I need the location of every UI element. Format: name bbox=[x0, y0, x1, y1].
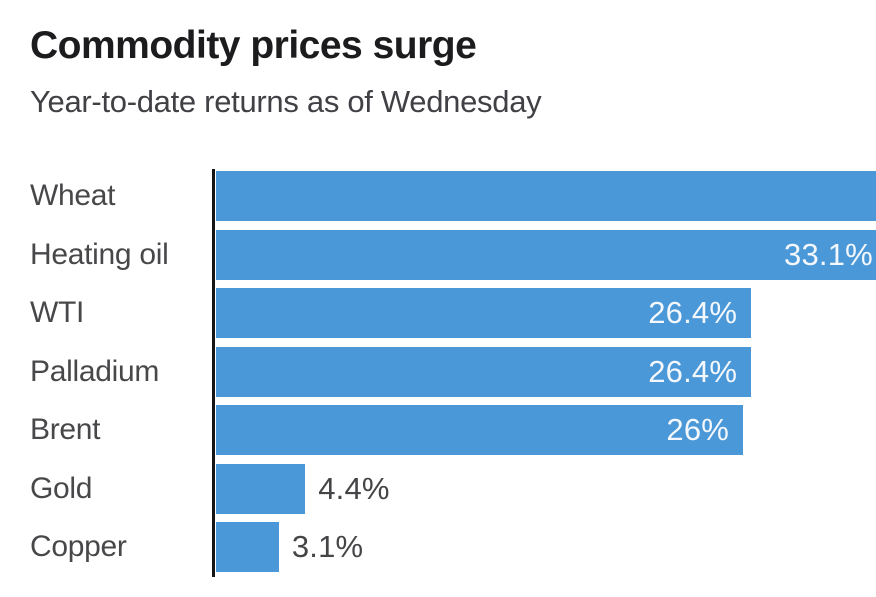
bar-row: WTI 26.4% bbox=[0, 288, 876, 338]
bar-row: Heating oil 33.1% bbox=[0, 229, 876, 280]
chart-subtitle: Year-to-date returns as of Wednesday bbox=[30, 84, 542, 119]
bar-track: 26% bbox=[216, 405, 876, 455]
y-axis-line bbox=[212, 169, 215, 577]
bar-track: 3.1% bbox=[216, 522, 876, 572]
bar-row: Wheat bbox=[0, 171, 876, 221]
bar-row: Gold 4.4% bbox=[0, 463, 876, 514]
value-label: 26.4% bbox=[648, 353, 738, 389]
bar-track: 4.4% bbox=[216, 463, 876, 514]
value-bar bbox=[216, 346, 752, 397]
category-label: WTI bbox=[30, 296, 85, 329]
chart-title: Commodity prices surge bbox=[30, 24, 477, 67]
value-bar bbox=[216, 288, 752, 338]
bar-track: 33.1% bbox=[216, 229, 876, 280]
category-label: Brent bbox=[30, 413, 101, 446]
value-bar bbox=[216, 522, 279, 572]
category-label: Copper bbox=[30, 530, 127, 563]
value-label: 4.4% bbox=[318, 470, 390, 506]
bar-rows: Wheat Heating oil 33.1% WTI 26.4% Palladium 26… bbox=[0, 171, 876, 581]
category-label: Heating oil bbox=[30, 237, 169, 271]
category-label: Palladium bbox=[30, 354, 160, 388]
value-label: 26% bbox=[666, 412, 730, 447]
value-label: 26.4% bbox=[648, 295, 738, 330]
value-label: 3.1% bbox=[291, 529, 364, 564]
bar-row: Copper 3.1% bbox=[0, 522, 876, 572]
value-bar bbox=[216, 463, 306, 514]
value-label: 33.1% bbox=[784, 236, 873, 272]
bar-row: Brent 26% bbox=[0, 405, 876, 455]
category-label: Wheat bbox=[30, 179, 116, 212]
bar-row: Palladium 26.4% bbox=[0, 346, 876, 397]
category-label: Gold bbox=[30, 471, 93, 505]
value-bar bbox=[216, 229, 876, 280]
bar-track: 26.4% bbox=[216, 346, 876, 397]
bar-track bbox=[216, 171, 876, 221]
bar-chart: Wheat Heating oil 33.1% WTI 26.4% Palladium 26… bbox=[0, 169, 876, 581]
value-bar bbox=[216, 171, 876, 221]
bar-track: 26.4% bbox=[216, 288, 876, 338]
value-bar bbox=[216, 405, 744, 455]
